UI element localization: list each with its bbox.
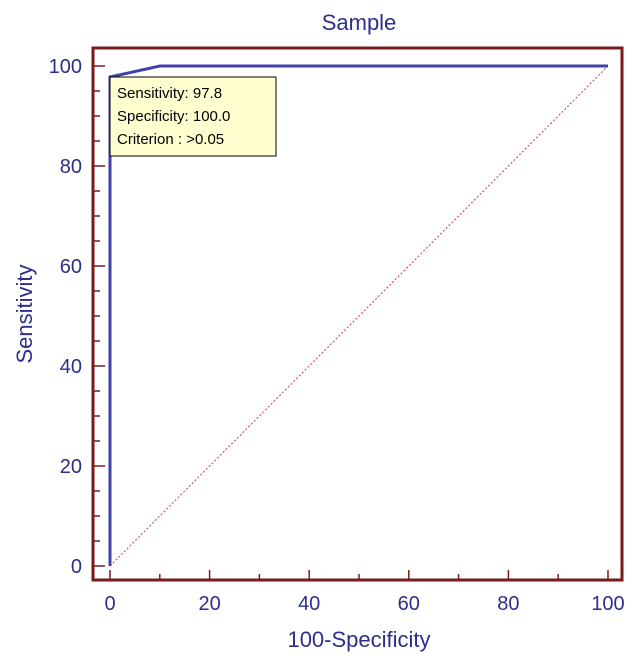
x-tick-label: 40 bbox=[298, 593, 320, 615]
x-axis-label: 100-Specificity bbox=[287, 627, 430, 652]
x-tick-label: 0 bbox=[104, 593, 115, 615]
x-tick-label: 80 bbox=[497, 593, 519, 615]
tooltip-criterion: Criterion : >0.05 bbox=[117, 131, 224, 148]
y-axis-ticks: 0 20 40 60 80 100 bbox=[49, 56, 105, 578]
y-tick-label: 0 bbox=[71, 556, 82, 578]
tooltip-box bbox=[109, 76, 277, 157]
y-tick-label: 80 bbox=[60, 156, 82, 178]
y-tick-label: 60 bbox=[60, 256, 82, 278]
criterion-tooltip: Sensitivity: 97.8 Specificity: 100.0 Cri… bbox=[109, 76, 277, 157]
tooltip-specificity: Specificity: 100.0 bbox=[117, 108, 230, 125]
y-axis-label: Sensitivity bbox=[12, 264, 37, 363]
chart-title: Sample bbox=[322, 10, 397, 35]
tooltip-sensitivity: Sensitivity: 97.8 bbox=[117, 85, 222, 102]
y-tick-label: 40 bbox=[60, 356, 82, 378]
x-tick-label: 100 bbox=[591, 593, 624, 615]
roc-curve bbox=[108, 64, 608, 566]
x-tick-label: 60 bbox=[398, 593, 420, 615]
x-axis-ticks: 0 20 40 60 80 100 bbox=[104, 570, 625, 615]
y-tick-label: 100 bbox=[49, 56, 82, 78]
x-tick-label: 20 bbox=[198, 593, 220, 615]
reference-diagonal-line bbox=[109, 65, 609, 567]
y-tick-label: 20 bbox=[60, 456, 82, 478]
